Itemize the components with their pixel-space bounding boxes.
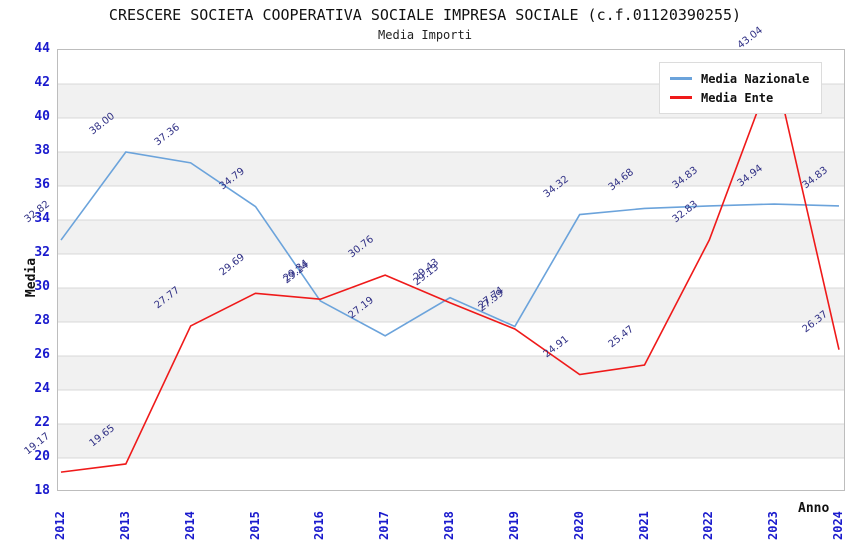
y-axis-tick: 24 xyxy=(34,381,50,396)
y-axis-tick: 42 xyxy=(34,75,50,90)
x-axis-tick-2015: 2015 xyxy=(247,511,262,540)
y-axis-tick: 36 xyxy=(34,177,50,192)
x-axis-tick-2022: 2022 xyxy=(701,511,716,540)
x-axis-tick-2017: 2017 xyxy=(377,511,392,540)
y-axis-tick: 32 xyxy=(34,245,50,260)
y-axis-tick: 30 xyxy=(34,279,50,294)
legend-item-media-nazionale: Media Nazionale xyxy=(670,69,809,88)
y-axis-tick: 44 xyxy=(34,41,50,56)
chart-subtitle: Media Importi xyxy=(378,28,472,42)
grid-band xyxy=(58,152,844,186)
legend-item-media-ente: Media Ente xyxy=(670,88,809,107)
grid-band xyxy=(58,424,844,458)
legend-line-swatch-media-nazionale xyxy=(670,77,692,80)
series-line-media-ente xyxy=(60,63,840,473)
x-axis-tick-2016: 2016 xyxy=(312,511,327,540)
grid-band xyxy=(58,220,844,254)
x-axis-tick-2021: 2021 xyxy=(636,511,651,540)
x-axis-tick-2013: 2013 xyxy=(117,511,132,540)
plot-canvas xyxy=(58,63,844,473)
y-axis-tick: 28 xyxy=(34,313,50,328)
x-axis-tick-2012: 2012 xyxy=(53,511,67,540)
x-axis-tick-2020: 2020 xyxy=(571,511,586,540)
legend: Media Nazionale Media Ente xyxy=(659,62,823,114)
y-axis-tick: 34 xyxy=(34,211,50,226)
series-line-media-nazionale xyxy=(60,151,840,337)
x-axis-tick-2019: 2019 xyxy=(506,511,521,540)
y-axis-tick: 38 xyxy=(34,143,50,158)
legend-label-media-ente: Media Ente xyxy=(701,90,774,105)
legend-line-swatch-media-ente xyxy=(670,96,692,99)
chart-title: CRESCERE SOCIETA COOPERATIVA SOCIALE IMP… xyxy=(108,6,742,24)
x-axis-label: Anno xyxy=(798,501,830,516)
y-axis-tick: 26 xyxy=(34,347,50,362)
y-axis-tick: 40 xyxy=(34,109,50,124)
y-axis-tick: 22 xyxy=(34,415,50,430)
y-axis-tick: 18 xyxy=(34,483,50,498)
x-axis-tick-2018: 2018 xyxy=(442,511,456,540)
grid-band xyxy=(58,356,844,390)
x-axis-tick-2024: 2024 xyxy=(831,511,845,540)
plot-area: Media Nazionale Media Ente xyxy=(57,49,845,491)
x-axis-tick-2023: 2023 xyxy=(766,511,781,540)
y-axis-tick: 20 xyxy=(34,449,50,464)
grid-band xyxy=(58,288,844,322)
legend-label-media-nazionale: Media Nazionale xyxy=(701,71,810,86)
x-axis-tick-2014: 2014 xyxy=(182,511,197,540)
